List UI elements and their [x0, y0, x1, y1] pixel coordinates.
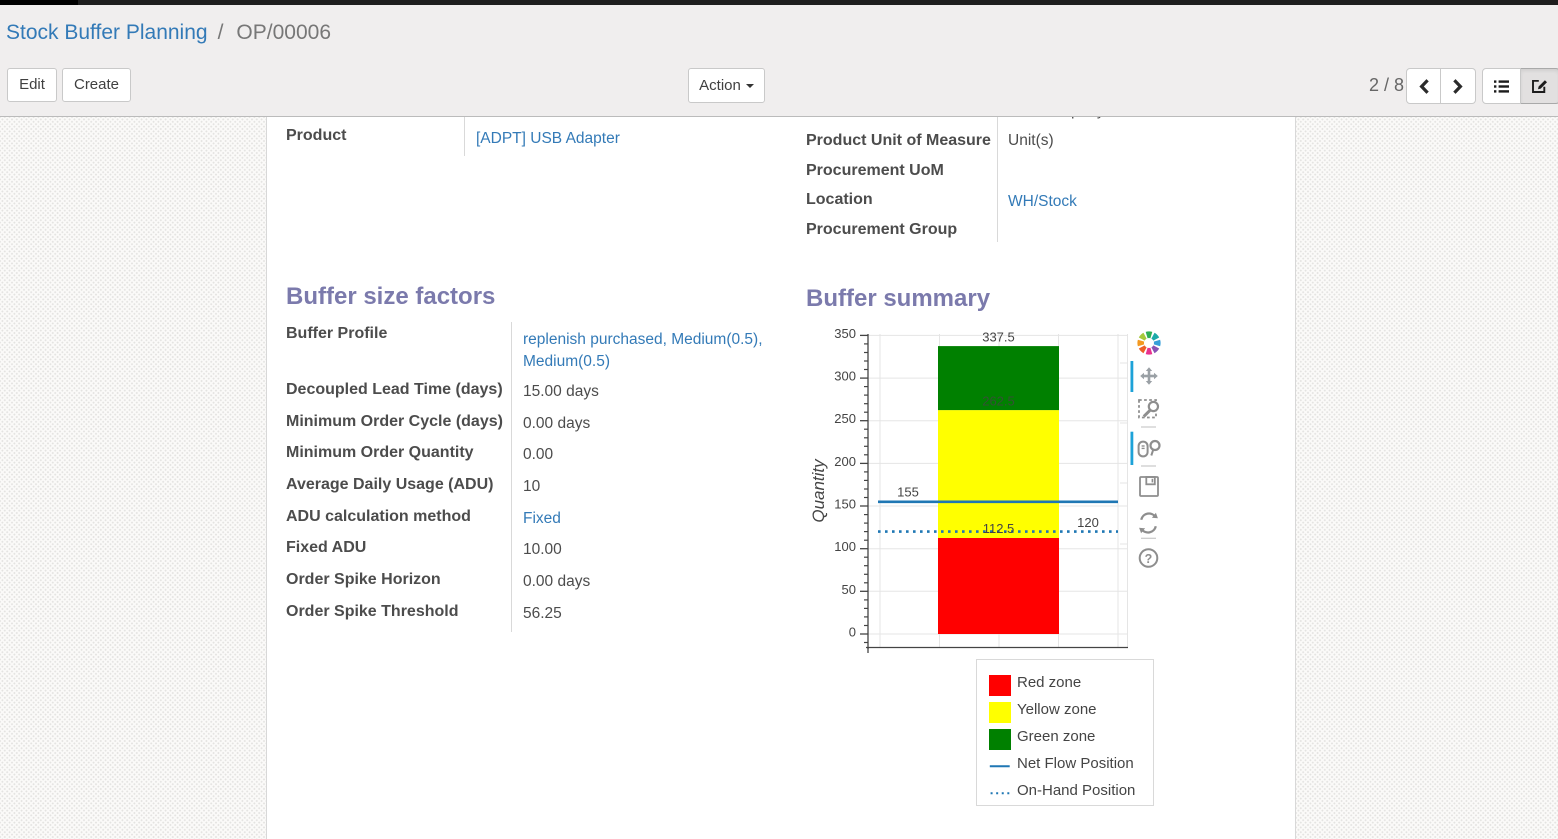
svg-text:262.5: 262.5 — [982, 394, 1015, 409]
svg-text:200: 200 — [834, 454, 856, 469]
svg-text:150: 150 — [834, 497, 856, 512]
svg-text:155: 155 — [897, 485, 919, 500]
svg-text:112.5: 112.5 — [983, 521, 1015, 536]
svg-text:50: 50 — [842, 582, 856, 597]
svg-text:300: 300 — [834, 369, 856, 384]
svg-text:0: 0 — [849, 625, 856, 640]
svg-text:350: 350 — [834, 326, 856, 341]
svg-text:120: 120 — [1077, 515, 1099, 530]
svg-text:Quantity: Quantity — [809, 458, 828, 523]
svg-text:337.5: 337.5 — [982, 330, 1015, 345]
svg-text:100: 100 — [834, 539, 856, 554]
svg-text:?: ? — [1145, 552, 1153, 566]
svg-text:250: 250 — [834, 411, 856, 426]
